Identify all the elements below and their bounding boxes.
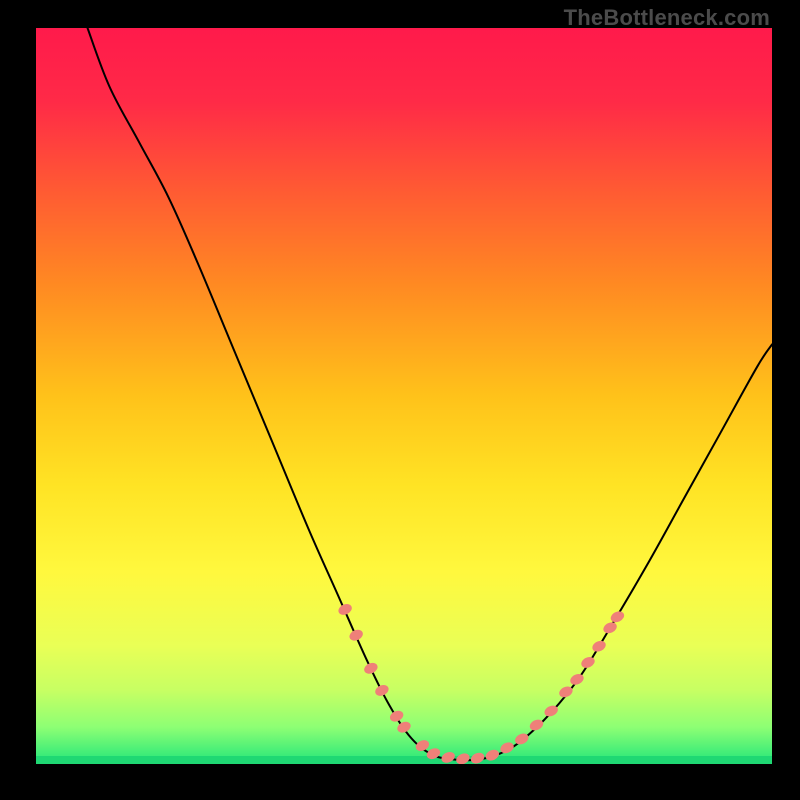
bottleneck-curve-chart	[0, 0, 800, 800]
chart-frame: TheBottleneck.com	[0, 0, 800, 800]
watermark-text: TheBottleneck.com	[564, 5, 770, 31]
